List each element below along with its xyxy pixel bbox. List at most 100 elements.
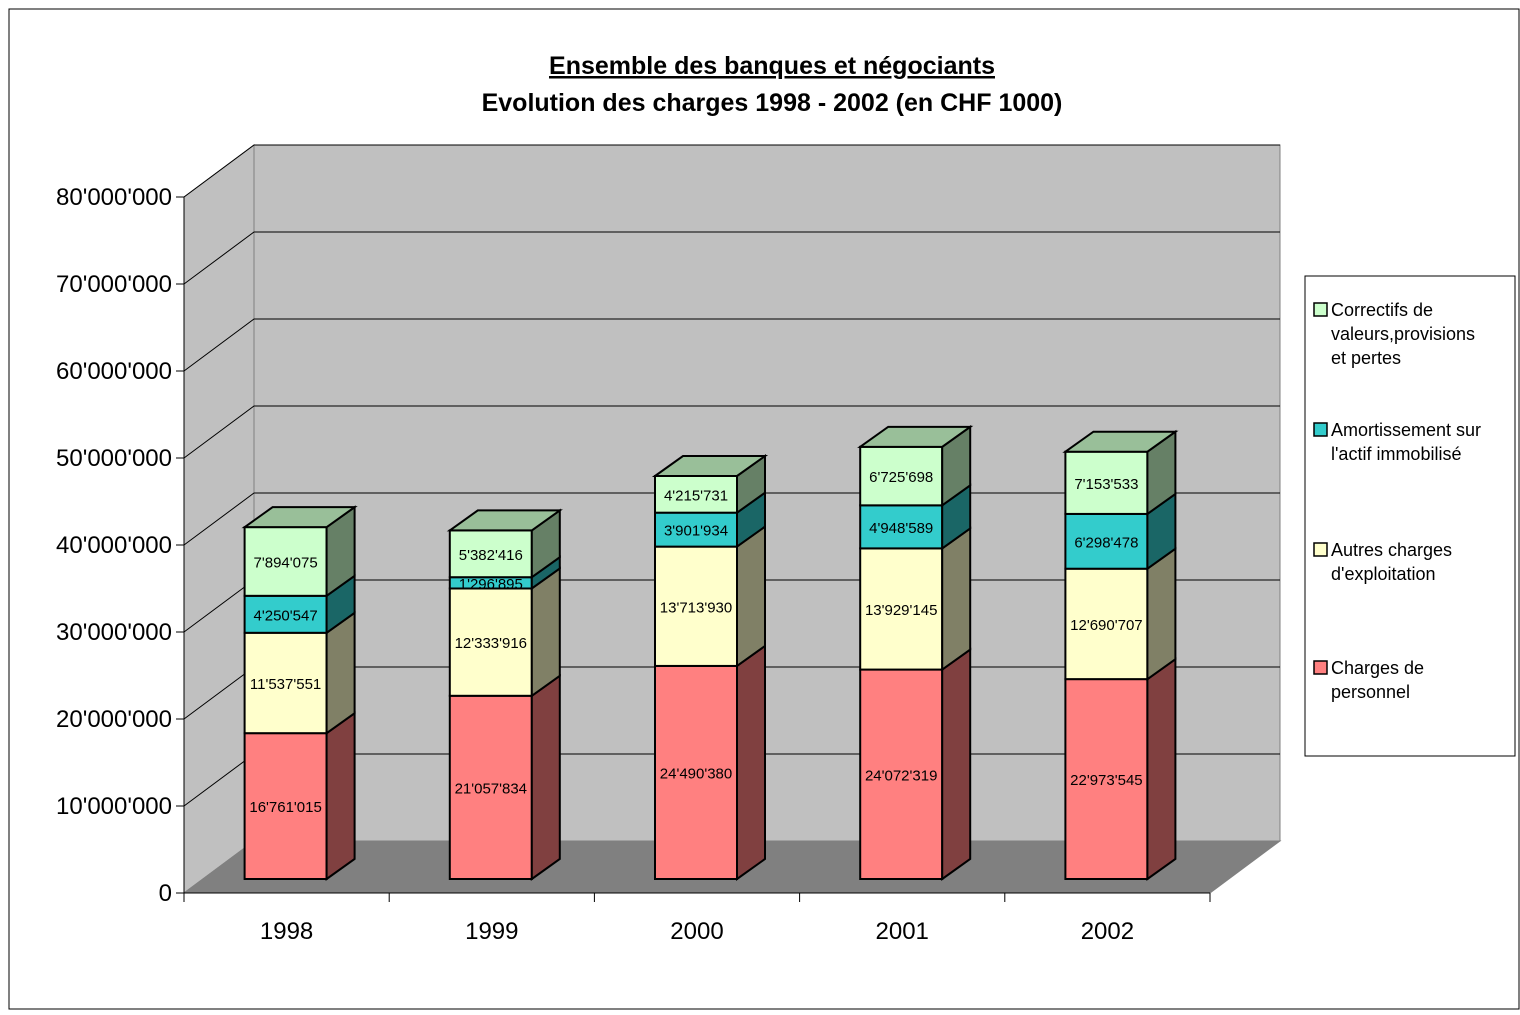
x-tick-label: 1998: [260, 918, 313, 945]
data-label: 13'713'930: [660, 599, 732, 616]
bar-front: [448, 694, 533, 880]
plot-area: 0 10'000'000 20'000'000 30'000'000 40'000'00…: [56, 144, 1282, 945]
bar-front: [1064, 450, 1149, 515]
legend-swatch: [1313, 660, 1328, 675]
bar-top: [241, 506, 358, 529]
data-label: 3'901'934: [664, 523, 728, 540]
data-label: 24'072'319: [865, 767, 937, 784]
gridline: [183, 144, 1280, 198]
y-tick-label: 20'000'000: [56, 706, 172, 733]
bar-front: [859, 668, 944, 880]
data-label: 4'250'547: [254, 607, 318, 624]
data-label: 16'761'015: [249, 799, 321, 816]
bar-top: [446, 509, 563, 532]
data-label: 1'296'895: [459, 576, 523, 593]
gridline: [183, 231, 1280, 285]
bar-side: [941, 526, 972, 672]
legend-swatch: [1313, 422, 1328, 437]
bar-front: [1064, 567, 1149, 681]
x-tick-label: 2001: [876, 918, 929, 945]
bar-side: [1146, 657, 1177, 881]
bar-front: [243, 631, 328, 735]
bar-segment: 5'382'416: [446, 508, 563, 580]
bar-side: [325, 711, 356, 881]
y-tick-label: 50'000'000: [56, 445, 172, 472]
data-label: 12'333'916: [455, 635, 527, 652]
bar-segment: 24'072'319: [859, 647, 972, 881]
bar-side: [736, 643, 766, 881]
legend-label: valeurs,provisions: [1331, 324, 1475, 344]
data-label: 6'298'478: [1074, 534, 1138, 551]
bar-segment: 16'761'015: [243, 711, 356, 881]
bar-side: [1146, 546, 1177, 682]
legend: Correctifs de valeurs,provisions et pertes…: [1304, 275, 1516, 757]
gridline: [183, 318, 1280, 372]
legend-label: d'exploitation: [1331, 564, 1436, 584]
x-tick-label: 1999: [465, 918, 518, 945]
gridline: [183, 405, 1280, 459]
y-tick-label: 70'000'000: [56, 271, 172, 298]
bar-segment: 11'537'551: [243, 610, 356, 736]
bar-segment: 12'333'916: [448, 566, 561, 698]
legend-swatch: [1313, 302, 1328, 317]
legend-label: Amortissement sur: [1331, 420, 1481, 440]
data-label: 4'215'731: [664, 487, 728, 504]
chart-subtitle: Evolution des charges 1998 - 2002 (en CH…: [482, 89, 1063, 117]
bar-top: [651, 454, 769, 477]
bar-segment: 13'929'145: [859, 526, 972, 672]
data-label: 7'153'533: [1074, 476, 1138, 493]
bar-segment: 3'901'934: [654, 490, 766, 549]
data-label: 24'490'380: [660, 765, 732, 782]
bar-segment: 7'153'533: [1062, 429, 1179, 516]
bar-front: [243, 594, 328, 634]
data-label: 11'537'551: [250, 676, 321, 693]
legend-label: Autres charges: [1331, 540, 1452, 560]
bar-segment: 6'725'698: [857, 424, 974, 508]
bar-front: [243, 526, 328, 597]
bar-segment: 4'215'731: [651, 454, 769, 515]
bar-top: [1062, 430, 1179, 453]
bar-top: [857, 425, 974, 448]
data-label: 13'929'145: [865, 602, 937, 619]
y-tick-label: 80'000'000: [56, 184, 172, 211]
bar-segment: 13'713'930: [654, 524, 766, 668]
bar-side: [530, 673, 561, 881]
data-label: 22'973'545: [1070, 772, 1142, 789]
bar-side: [530, 566, 561, 698]
legend-label: Charges de: [1331, 658, 1424, 678]
bar-front: [1064, 512, 1149, 570]
legend-label: Correctifs de: [1331, 300, 1433, 320]
legend-swatch: [1313, 542, 1328, 557]
y-tick-label: 30'000'000: [56, 619, 172, 646]
legend-box: [1304, 275, 1516, 757]
y-tick-label: 10'000'000: [56, 793, 172, 820]
x-tick-label: 2002: [1081, 918, 1134, 945]
data-label: 6'725'698: [869, 469, 933, 486]
bar-side: [736, 524, 766, 668]
bar-side: [941, 647, 972, 881]
bar-front: [654, 474, 738, 514]
bar-segment: 21'057'834: [448, 673, 561, 881]
legend-label: l'actif immobilisé: [1331, 444, 1461, 464]
bar-segment: 6'298'478: [1064, 491, 1177, 571]
chart-title: Ensemble des banques et négociants: [549, 52, 995, 80]
data-label: 4'948'589: [869, 520, 933, 537]
data-label: 12'690'707: [1070, 617, 1142, 634]
y-tick-label: 60'000'000: [56, 358, 172, 385]
bar-front: [654, 664, 738, 881]
data-label: 21'057'834: [455, 780, 527, 797]
y-tick-label: 0: [159, 880, 172, 907]
y-tick-label: 40'000'000: [56, 532, 172, 559]
bar-front: [654, 545, 738, 667]
data-label: 5'382'416: [459, 547, 523, 564]
bar-front: [448, 587, 533, 697]
bar-segment: 7'894'075: [241, 505, 358, 598]
x-tick-label: 2000: [670, 918, 723, 945]
bar-segment: 24'490'380: [654, 643, 766, 881]
data-label: 7'894'075: [254, 554, 318, 571]
bar-segment: 12'690'707: [1064, 546, 1177, 682]
legend-label: personnel: [1331, 682, 1410, 702]
legend-label: et pertes: [1331, 348, 1401, 368]
